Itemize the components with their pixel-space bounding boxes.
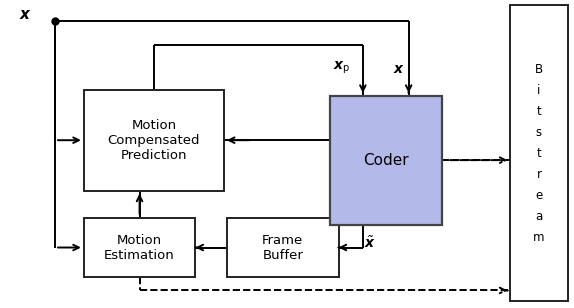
FancyBboxPatch shape — [510, 5, 568, 301]
FancyBboxPatch shape — [227, 218, 339, 277]
FancyBboxPatch shape — [84, 90, 224, 191]
Text: Coder: Coder — [363, 153, 409, 168]
Text: $\boldsymbol{x}_\mathrm{p}$: $\boldsymbol{x}_\mathrm{p}$ — [333, 59, 350, 76]
Text: $\tilde{\boldsymbol{x}}$: $\tilde{\boldsymbol{x}}$ — [364, 235, 376, 251]
Text: Motion
Compensated
Prediction: Motion Compensated Prediction — [107, 119, 200, 162]
Text: B
i
t
s
t
r
e
a
m: B i t s t r e a m — [533, 63, 545, 244]
Text: Frame
Buffer: Frame Buffer — [262, 233, 303, 261]
Text: Motion
Estimation: Motion Estimation — [104, 233, 175, 261]
Text: $\boldsymbol{x}$: $\boldsymbol{x}$ — [393, 62, 405, 76]
FancyBboxPatch shape — [84, 218, 195, 277]
Text: $\boldsymbol{x}$: $\boldsymbol{x}$ — [20, 7, 32, 22]
FancyBboxPatch shape — [330, 96, 441, 225]
